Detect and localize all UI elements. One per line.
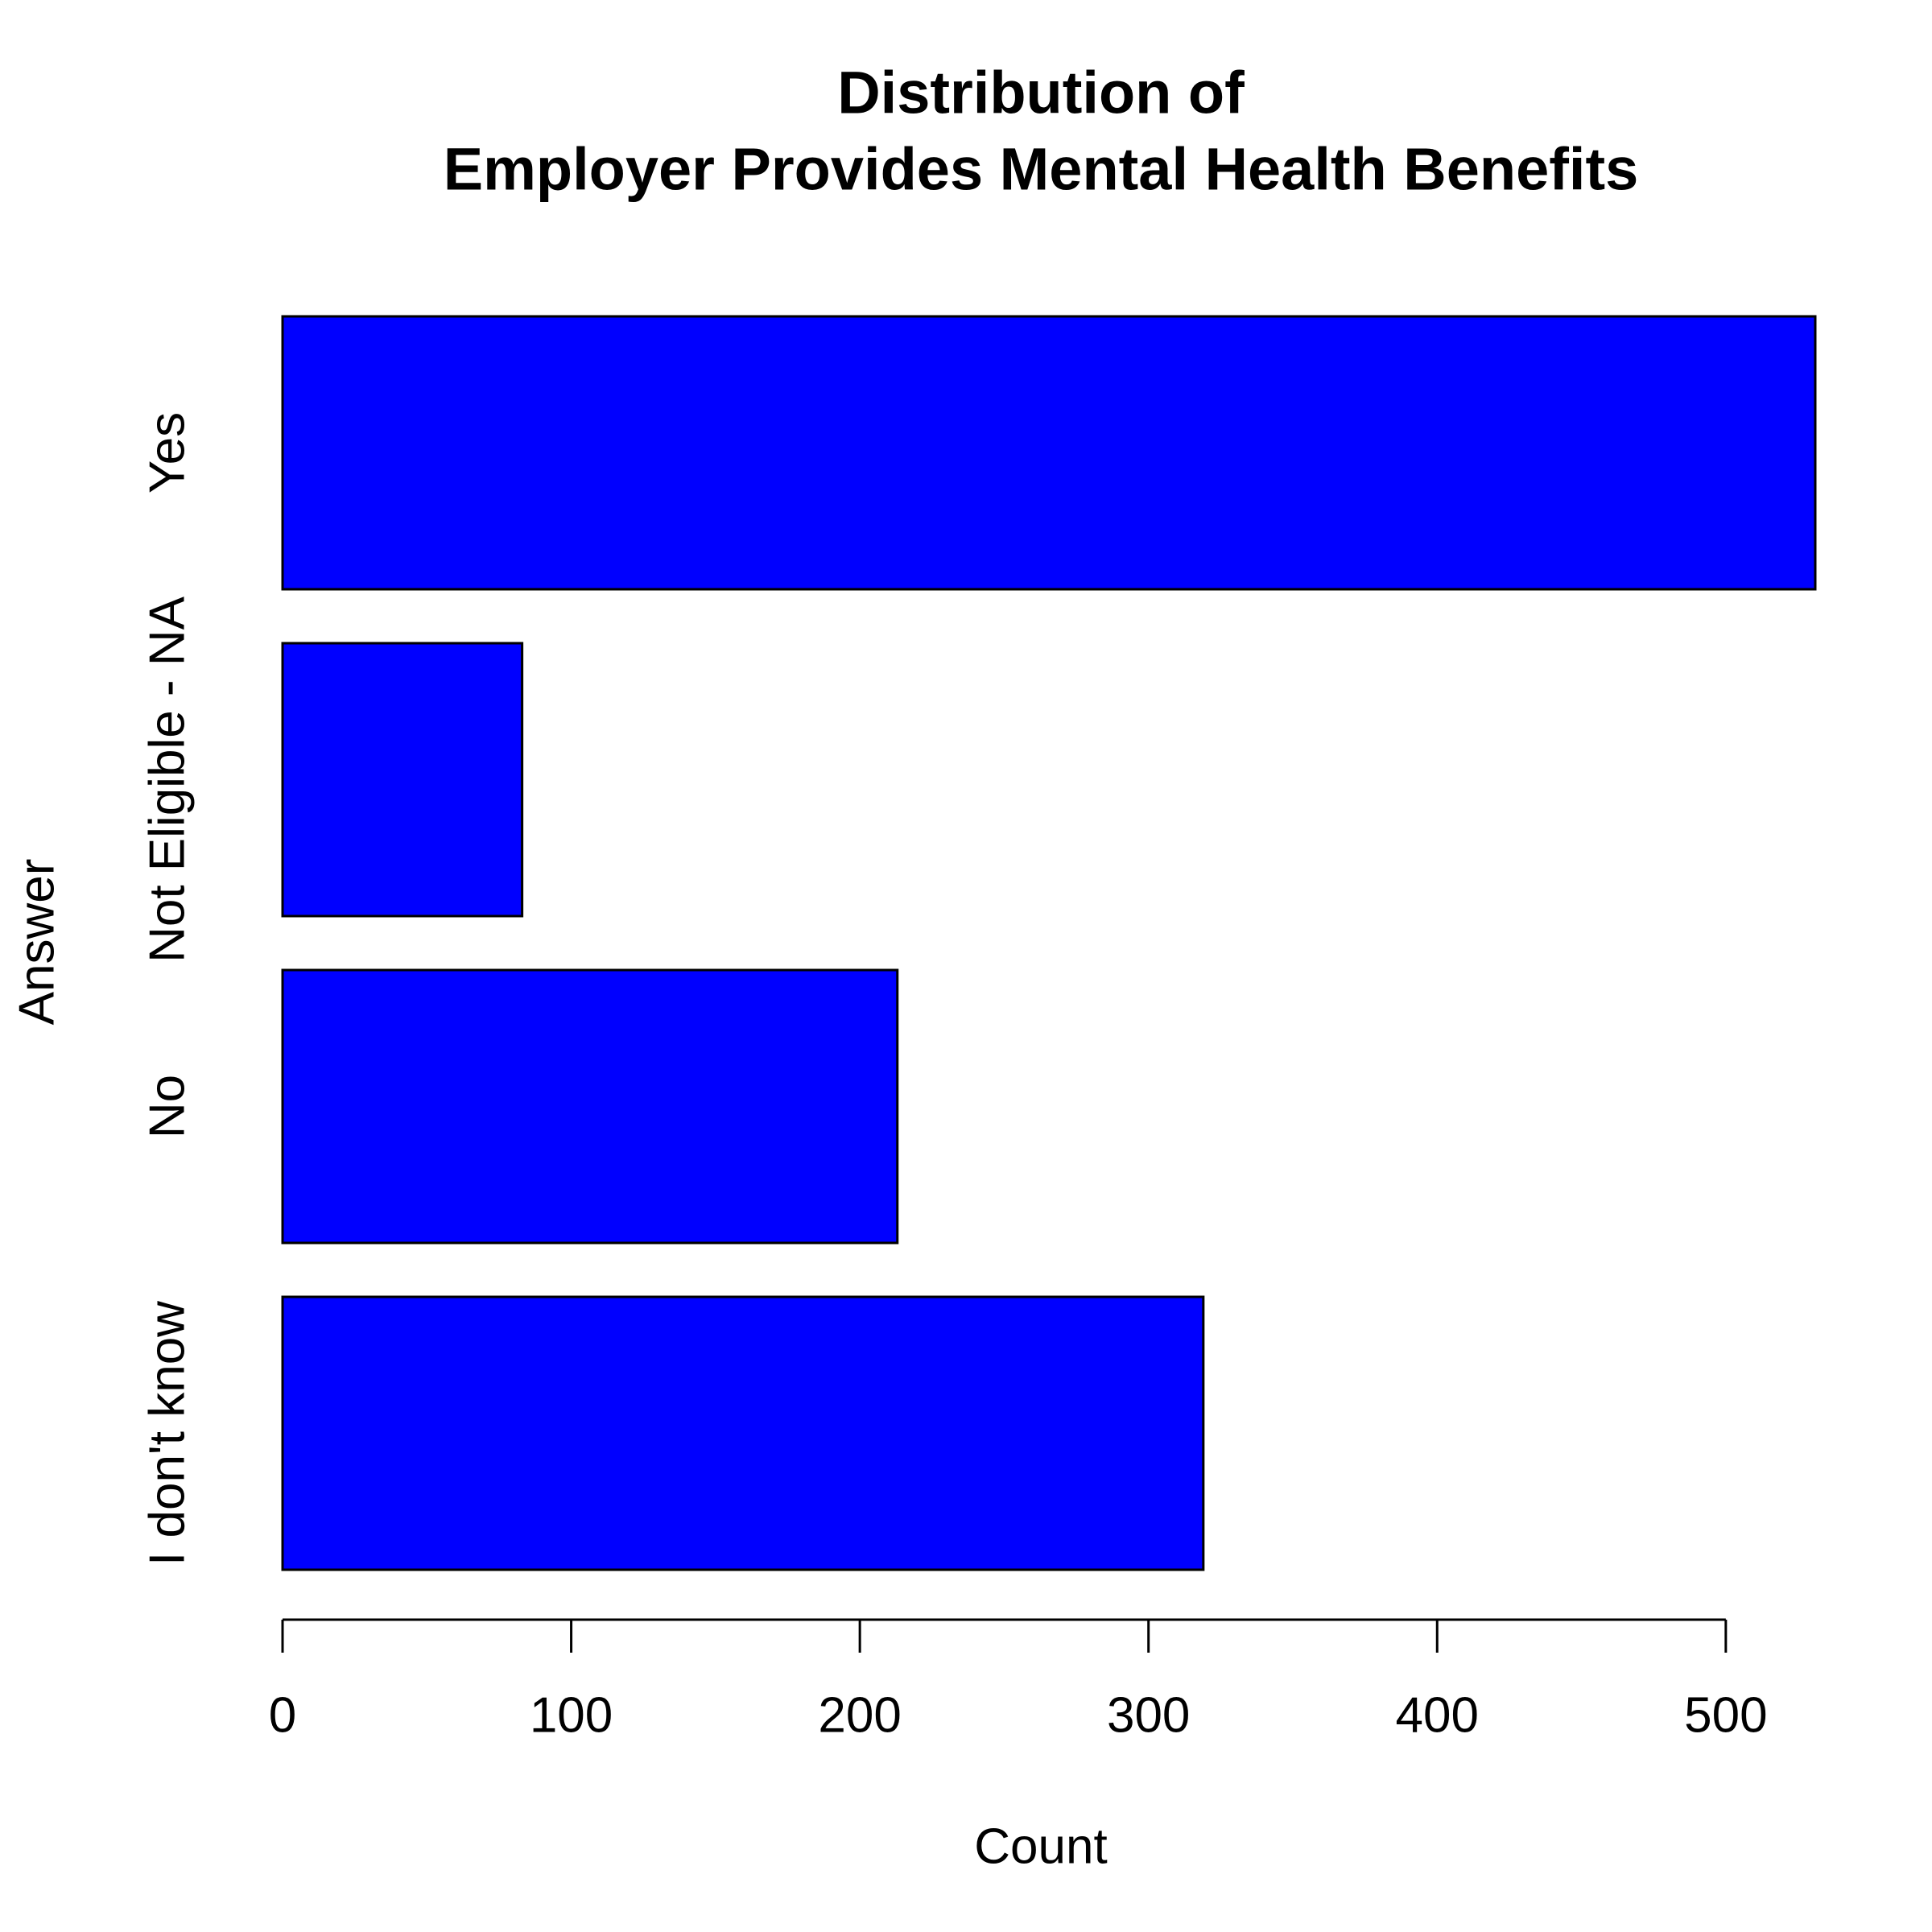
x-tick-label: 100 xyxy=(530,1687,613,1743)
chart-title: Distribution of xyxy=(837,60,1245,126)
y-axis-label: Answer xyxy=(9,859,64,1026)
x-tick-label: 400 xyxy=(1396,1687,1479,1743)
x-tick-label: 200 xyxy=(818,1687,901,1743)
bar xyxy=(281,1295,1205,1571)
y-tick-label: Yes xyxy=(139,412,195,493)
bar xyxy=(281,968,899,1245)
x-tick-label: 500 xyxy=(1684,1687,1767,1743)
y-tick-label: I don't know xyxy=(139,1301,195,1566)
x-tick-label: 300 xyxy=(1107,1687,1190,1743)
bar xyxy=(281,315,1817,591)
y-tick-label: Not Eligible - NA xyxy=(139,596,195,962)
y-tick-label: No xyxy=(139,1075,195,1138)
chart-title: Employer Provides Mental Health Benefits xyxy=(444,136,1639,203)
x-axis-label: Count xyxy=(974,1818,1107,1874)
bar xyxy=(281,642,524,918)
x-tick-label: 0 xyxy=(269,1687,296,1743)
